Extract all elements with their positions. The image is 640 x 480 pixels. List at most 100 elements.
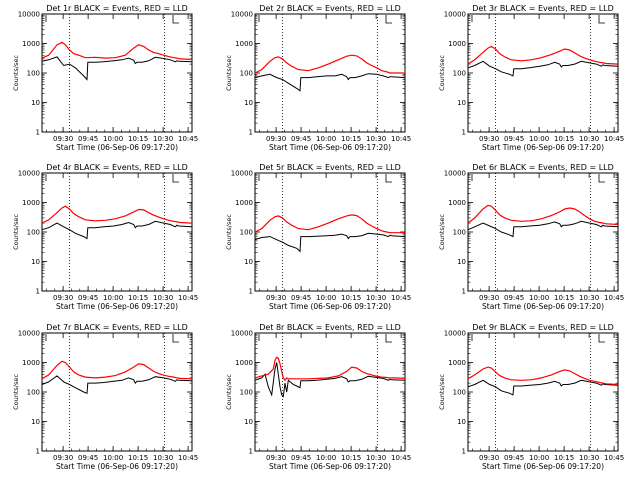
y-tick-label: 10000 [18, 330, 40, 338]
y-axis-label: Counts/sec [438, 214, 446, 250]
series-lld-line [254, 356, 406, 382]
panel-8: Det 8r BLACK = Events, RED = LLD 1 10 100 10… [225, 323, 411, 471]
x-tick-label: 10:45 [391, 454, 411, 462]
panel-title: Det 4r BLACK = Events, RED = LLD [46, 163, 188, 172]
y-tick-label: 1000 [235, 359, 253, 367]
y-axis-label: Counts/sec [12, 55, 20, 91]
x-tick-label: 10:30 [366, 135, 386, 143]
y-tick-label: 100 [240, 70, 253, 78]
corner-marker [172, 15, 179, 24]
y-axis-label: Counts/sec [12, 374, 20, 410]
y-tick-label: 10000 [444, 170, 466, 178]
y-axis-label: Counts/sec [225, 374, 233, 410]
x-axis-label: Start Time (06-Sep-06 09:17:20) [269, 462, 391, 471]
series-events-line [41, 375, 193, 395]
plot-frame [254, 13, 406, 133]
y-tick-label: 10000 [444, 11, 466, 19]
x-tick-label: 10:00 [529, 294, 549, 302]
y-axis-label: Counts/sec [225, 214, 233, 250]
series-lld-line [254, 54, 405, 74]
y-axis-label: Counts/sec [438, 55, 446, 91]
y-tick-label: 10 [457, 258, 466, 266]
panel-7: Det 7r BLACK = Events, RED = LLD 1 10 100 10… [12, 323, 198, 471]
x-tick-label: 10:15 [341, 135, 361, 143]
series-lld-line [467, 45, 619, 65]
y-tick-label: 10000 [231, 170, 253, 178]
x-tick-label: 10:45 [604, 454, 624, 462]
x-tick-label: 10:15 [128, 454, 148, 462]
plot-frame [467, 13, 619, 133]
panel-1: Det 1r BLACK = Events, RED = LLD 1 10 100 10… [12, 4, 198, 152]
series-events-line [467, 379, 619, 396]
series-lld-line [254, 214, 405, 234]
y-tick-label: 10000 [18, 11, 40, 19]
x-axis-label: Start Time (06-Sep-06 09:17:20) [56, 302, 178, 311]
y-tick-label: 100 [240, 229, 253, 237]
y-tick-label: 100 [27, 70, 40, 78]
x-tick-label: 09:45 [504, 454, 524, 462]
x-tick-label: 10:30 [579, 135, 599, 143]
x-tick-label: 10:30 [579, 294, 599, 302]
y-tick-label: 100 [453, 389, 466, 397]
x-tick-label: 10:30 [366, 454, 386, 462]
x-tick-label: 10:15 [554, 454, 574, 462]
x-tick-label: 10:30 [153, 135, 173, 143]
y-tick-label: 10 [31, 99, 40, 107]
x-axis-label: Start Time (06-Sep-06 09:17:20) [269, 302, 391, 311]
y-tick-label: 1 [249, 448, 253, 456]
panel-title: Det 1r BLACK = Events, RED = LLD [46, 4, 188, 13]
series-events-line [41, 56, 193, 81]
panel-title: Det 9r BLACK = Events, RED = LLD [472, 323, 614, 332]
x-tick-label: 10:45 [178, 135, 198, 143]
series-lld-line [41, 205, 193, 224]
series-lld-line [41, 41, 193, 60]
x-tick-label: 10:15 [128, 294, 148, 302]
x-tick-label: 09:45 [78, 135, 98, 143]
plot-frame [41, 13, 193, 133]
x-tick-label: 10:00 [529, 454, 549, 462]
y-tick-label: 100 [27, 389, 40, 397]
y-tick-label: 1000 [448, 40, 466, 48]
y-tick-label: 1 [462, 448, 466, 456]
x-tick-label: 09:45 [291, 454, 311, 462]
y-tick-label: 100 [27, 229, 40, 237]
y-tick-label: 1 [462, 288, 466, 296]
y-tick-label: 10 [244, 99, 253, 107]
x-tick-label: 09:30 [479, 135, 499, 143]
y-tick-label: 1000 [22, 199, 40, 207]
x-tick-label: 10:30 [153, 294, 173, 302]
x-tick-label: 10:00 [316, 454, 336, 462]
x-axis-label: Start Time (06-Sep-06 09:17:20) [269, 143, 391, 152]
y-tick-label: 1000 [22, 359, 40, 367]
panel-2: Det 2r BLACK = Events, RED = LLD 1 10 100 10… [225, 4, 411, 152]
x-tick-label: 10:45 [391, 135, 411, 143]
x-axis-label: Start Time (06-Sep-06 09:17:20) [56, 462, 178, 471]
x-tick-label: 10:45 [178, 294, 198, 302]
corner-marker [385, 174, 392, 183]
x-axis-label: Start Time (06-Sep-06 09:17:20) [482, 143, 604, 152]
y-tick-label: 100 [240, 389, 253, 397]
corner-marker [598, 174, 605, 183]
y-tick-label: 100 [453, 70, 466, 78]
y-tick-label: 1000 [235, 40, 253, 48]
x-tick-label: 10:30 [579, 454, 599, 462]
x-axis-label: Start Time (06-Sep-06 09:17:20) [56, 143, 178, 152]
y-tick-label: 1 [462, 129, 466, 137]
series-lld-line [41, 360, 193, 380]
x-tick-label: 10:45 [604, 294, 624, 302]
series-events-line [467, 60, 619, 77]
x-tick-label: 09:45 [504, 294, 524, 302]
x-tick-label: 10:00 [103, 135, 123, 143]
x-tick-label: 10:15 [554, 135, 574, 143]
x-tick-label: 09:30 [479, 454, 499, 462]
corner-marker [172, 174, 179, 183]
x-tick-label: 09:30 [53, 135, 73, 143]
y-tick-label: 10 [244, 258, 253, 266]
panel-3: Det 3r BLACK = Events, RED = LLD 1 10 100 10… [438, 4, 624, 152]
x-tick-label: 10:45 [391, 294, 411, 302]
y-tick-label: 1 [36, 448, 40, 456]
plot-frame [254, 172, 406, 292]
y-tick-label: 1000 [22, 40, 40, 48]
y-tick-label: 10 [457, 99, 466, 107]
